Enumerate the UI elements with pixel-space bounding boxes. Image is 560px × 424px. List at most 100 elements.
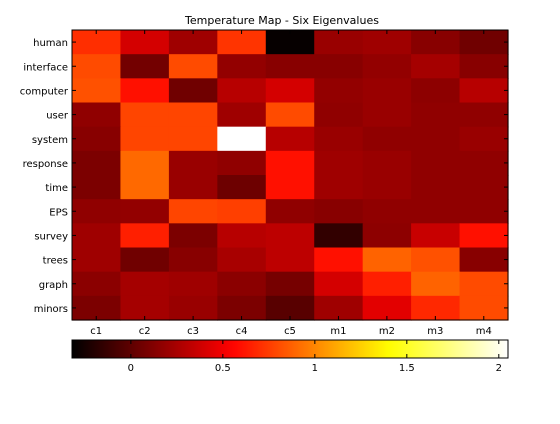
- row-label-trees: trees: [43, 256, 68, 267]
- chart-title: Temperature Map - Six Eigenvalues: [184, 14, 379, 27]
- heatmap-cell-response-m4: [459, 150, 509, 176]
- heatmap-cell-trees-m2: [362, 247, 412, 273]
- heatmap-cell-time-c2: [120, 175, 170, 200]
- heatmap-cell-computer-c2: [120, 78, 170, 104]
- column-label-m1: m1: [330, 326, 346, 337]
- heatmap-cell-human-c4: [217, 30, 267, 55]
- row-label-system: system: [32, 135, 68, 146]
- column-label-m4: m4: [476, 326, 492, 337]
- heatmap-cell-trees-c4: [217, 247, 267, 273]
- heatmap-cell-graph-c5: [265, 271, 315, 297]
- heatmap-cell-EPS-c2: [120, 199, 170, 224]
- heatmap-cell-interface-c2: [120, 54, 170, 79]
- colorbar-tick-label: 2: [496, 363, 502, 374]
- heatmap-cell-computer-c5: [265, 78, 315, 104]
- heatmap-cell-survey-c1: [72, 223, 122, 249]
- heatmap-cell-user-m4: [459, 102, 509, 128]
- heatmap-cell-interface-m3: [411, 54, 461, 79]
- heatmap-cell-EPS-c3: [168, 199, 218, 224]
- row-labels: human interface computer user system response…: [20, 38, 508, 315]
- heatmap-cell-time-c3: [168, 175, 218, 200]
- heatmap-cell-graph-m4: [459, 271, 509, 297]
- heatmap-cell-EPS-c5: [265, 199, 315, 224]
- heatmap-cell-user-c1: [72, 102, 122, 128]
- heatmap-cell-trees-m3: [411, 247, 461, 273]
- row-label-human: human: [33, 38, 68, 49]
- heatmap-cell-time-c4: [217, 175, 267, 200]
- heatmap-cell-EPS-m3: [411, 199, 461, 224]
- heatmap-cell-time-c1: [72, 175, 122, 200]
- heatmap-cell-trees-c3: [168, 247, 218, 273]
- heatmap-cell-response-c5: [265, 150, 315, 176]
- heatmap-cell-interface-c1: [72, 54, 122, 79]
- column-label-c1: c1: [90, 326, 102, 337]
- heatmap-cell-system-c2: [120, 126, 170, 152]
- heatmap-cell-interface-m4: [459, 54, 509, 79]
- heatmap-cell-system-m2: [362, 126, 412, 152]
- column-label-c5: c5: [284, 326, 296, 337]
- heatmap-cell-survey-c2: [120, 223, 170, 249]
- heatmap-cell-survey-m1: [314, 223, 364, 249]
- heatmap-cell-system-m1: [314, 126, 364, 152]
- heatmap-cell-computer-c3: [168, 78, 218, 104]
- heatmap-cell-interface-m1: [314, 54, 364, 79]
- heatmap-cell-system-m3: [411, 126, 461, 152]
- row-label-response: response: [23, 159, 68, 170]
- colorbar-tick-label: 1.5: [399, 363, 415, 374]
- heatmap-cell-computer-m3: [411, 78, 461, 104]
- heatmap-cell-survey-m3: [411, 223, 461, 249]
- column-label-m3: m3: [427, 326, 443, 337]
- row-label-EPS: EPS: [49, 207, 68, 218]
- heatmap-cell-response-c3: [168, 150, 218, 176]
- heatmap-cell-EPS-m1: [314, 199, 364, 224]
- heatmap-cell-time-m4: [459, 175, 509, 200]
- heatmap-cell-human-c5: [265, 30, 315, 55]
- heatmap-cell-human-c2: [120, 30, 170, 55]
- heatmap-cell-system-c3: [168, 126, 218, 152]
- heatmap-cell-EPS-c4: [217, 199, 267, 224]
- heatmap-cell-survey-m2: [362, 223, 412, 249]
- heatmap-cells: [72, 30, 509, 321]
- heatmap-cell-computer-m1: [314, 78, 364, 104]
- heatmap-cell-user-c2: [120, 102, 170, 128]
- heatmap-cell-response-c4: [217, 150, 267, 176]
- column-label-c2: c2: [139, 326, 151, 337]
- heatmap-cell-EPS-c1: [72, 199, 122, 224]
- heatmap-cell-time-m3: [411, 175, 461, 200]
- heatmap-cell-system-c1: [72, 126, 122, 152]
- heatmap-cell-trees-c2: [120, 247, 170, 273]
- heatmap-cell-survey-c4: [217, 223, 267, 249]
- heatmap-cell-user-m1: [314, 102, 364, 128]
- column-label-c4: c4: [236, 326, 248, 337]
- heatmap-cell-user-m3: [411, 102, 461, 128]
- row-label-interface: interface: [23, 62, 68, 73]
- heatmap-cell-response-m2: [362, 150, 412, 176]
- heatmap-cell-trees-c1: [72, 247, 122, 273]
- heatmap-cell-response-c1: [72, 150, 122, 176]
- heatmap-cell-interface-c4: [217, 54, 267, 79]
- heatmap-cell-survey-c3: [168, 223, 218, 249]
- row-label-graph: graph: [39, 280, 68, 291]
- heatmap-cell-trees-m4: [459, 247, 509, 273]
- heatmap-cell-computer-c4: [217, 78, 267, 104]
- heatmap-cell-user-m2: [362, 102, 412, 128]
- heatmap-cell-graph-m2: [362, 271, 412, 297]
- heatmap-cell-computer-c1: [72, 78, 122, 104]
- heatmap-cell-EPS-m4: [459, 199, 509, 224]
- heatmap-cell-system-c5: [265, 126, 315, 152]
- heatmap-cell-user-c3: [168, 102, 218, 128]
- heatmap-cell-human-m1: [314, 30, 364, 55]
- heatmap-cell-time-m2: [362, 175, 412, 200]
- heatmap-cell-response-c2: [120, 150, 170, 176]
- heatmap-cell-interface-c3: [168, 54, 218, 79]
- heatmap-cell-computer-m4: [459, 78, 509, 104]
- heatmap-cell-human-m4: [459, 30, 509, 55]
- heatmap-cell-response-m1: [314, 150, 364, 176]
- heatmap-cell-trees-m1: [314, 247, 364, 273]
- heatmap-cell-human-c1: [72, 30, 122, 55]
- heatmap-cell-time-m1: [314, 175, 364, 200]
- heatmap-cell-graph-c1: [72, 271, 122, 297]
- row-label-user: user: [46, 111, 69, 122]
